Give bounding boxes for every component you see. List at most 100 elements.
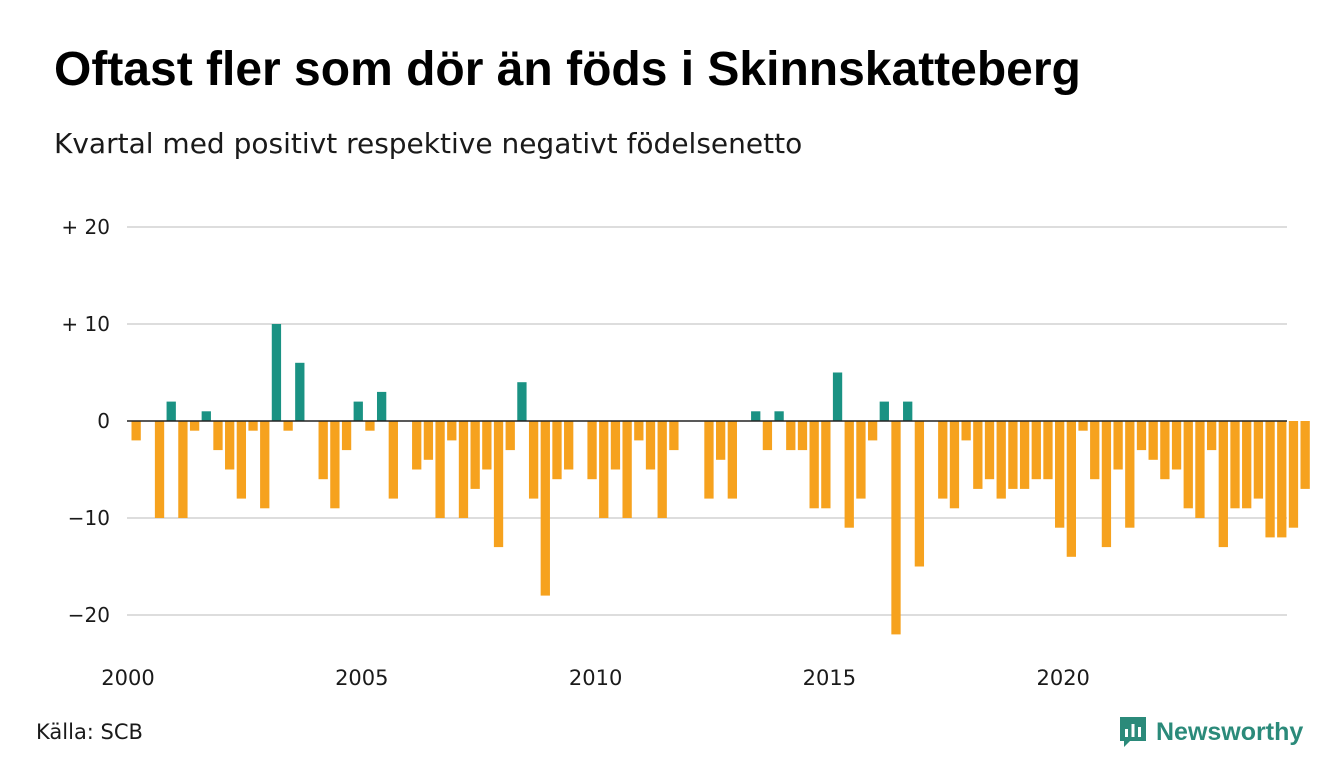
- chart-subtitle: Kvartal med positivt respektive negativt…: [54, 127, 803, 160]
- bar-positive: [751, 411, 761, 421]
- gridlines: [127, 226, 1287, 616]
- bar-negative: [225, 421, 235, 470]
- bar-negative: [1043, 421, 1053, 480]
- bar-negative: [914, 421, 925, 567]
- bar-negative: [891, 421, 901, 635]
- bar-negative: [704, 421, 714, 499]
- bar-negative: [482, 421, 492, 470]
- bar-negative: [248, 421, 258, 431]
- bar-negative: [1113, 421, 1123, 470]
- bar-negative: [1288, 421, 1299, 528]
- bar-negative: [423, 421, 434, 460]
- x-tick-label: 2010: [569, 666, 622, 690]
- bar-negative: [1066, 421, 1076, 557]
- bar-positive: [376, 391, 387, 421]
- bar-negative: [645, 421, 656, 470]
- bar-negative: [1171, 421, 1182, 470]
- bar-negative: [599, 421, 609, 518]
- bar-negative: [412, 421, 422, 470]
- bar-negative: [1031, 421, 1041, 480]
- bar-negative: [1300, 421, 1310, 489]
- bar-negative: [154, 421, 165, 518]
- y-tick-label: 0: [97, 409, 110, 433]
- bar-negative: [1008, 421, 1018, 489]
- bar-negative: [938, 421, 948, 499]
- bar-positive: [271, 324, 282, 421]
- x-tick-label: 2005: [335, 666, 388, 690]
- bar-negative: [669, 421, 679, 451]
- bar-negative: [961, 421, 971, 441]
- bar-negative: [1277, 421, 1287, 538]
- bar-positive: [201, 411, 211, 421]
- bar-negative: [867, 421, 878, 441]
- bar-negative: [341, 421, 352, 451]
- bars: [131, 324, 1310, 635]
- source-label: Källa: SCB: [36, 720, 143, 744]
- bar-positive: [353, 401, 363, 421]
- bar-negative: [131, 421, 141, 441]
- bar-negative: [1055, 421, 1065, 528]
- bar-negative: [1218, 421, 1228, 548]
- bar-negative: [856, 421, 866, 499]
- bar-negative: [318, 421, 328, 480]
- bar-negative: [1148, 421, 1158, 460]
- newsworthy-logo-text: Newsworthy: [1156, 717, 1304, 746]
- bar-negative: [1195, 421, 1205, 518]
- bar-negative: [458, 421, 469, 518]
- bar-negative: [809, 421, 819, 509]
- bar-negative: [1206, 421, 1217, 451]
- y-tick-label: + 20: [61, 215, 110, 239]
- bar-negative: [505, 421, 515, 451]
- bar-positive: [166, 401, 176, 421]
- bar-negative: [1253, 421, 1264, 499]
- bar-negative: [657, 421, 667, 518]
- chart-title: Oftast fler som dör än föds i Skinnskatt…: [54, 43, 1081, 96]
- bar-negative: [587, 421, 597, 480]
- bar-negative: [1136, 421, 1147, 451]
- bar-negative: [949, 421, 960, 509]
- bar-negative: [1242, 421, 1252, 509]
- axes: + 20 + 10 0 −10 −20 2000 2005 2010 2015 2020: [61, 215, 1287, 690]
- bar-positive: [832, 372, 843, 421]
- bar-positive: [903, 401, 913, 421]
- x-tick-label: 2000: [101, 666, 154, 690]
- bar-negative: [236, 421, 247, 499]
- bar-positive: [517, 382, 527, 421]
- bar-negative: [984, 421, 995, 480]
- bar-negative: [330, 421, 340, 509]
- bar-negative: [178, 421, 188, 518]
- x-tick-label: 2020: [1036, 666, 1089, 690]
- bar-negative: [435, 421, 445, 518]
- bar-negative: [1019, 421, 1030, 489]
- bar-negative: [1230, 421, 1240, 509]
- bar-negative: [1265, 421, 1275, 538]
- bar-negative: [1090, 421, 1100, 480]
- bar-positive: [295, 362, 305, 421]
- bar-negative: [786, 421, 796, 451]
- bar-negative: [388, 421, 398, 499]
- bar-negative: [365, 421, 375, 431]
- bar-negative: [727, 421, 737, 499]
- x-tick-label: 2015: [803, 666, 856, 690]
- bar-negative: [762, 421, 773, 451]
- bar-negative: [260, 421, 270, 509]
- bar-negative: [1101, 421, 1112, 548]
- y-tick-label: −20: [68, 603, 110, 627]
- bar-positive: [879, 401, 889, 421]
- bar-negative: [1183, 421, 1193, 509]
- bar-negative: [189, 421, 200, 431]
- y-tick-label: + 10: [61, 312, 110, 336]
- newsworthy-logo: Newsworthy: [1118, 712, 1303, 752]
- bar-negative: [447, 421, 457, 441]
- bar-negative: [528, 421, 539, 499]
- bar-negative: [716, 421, 726, 460]
- bar-negative: [973, 421, 983, 489]
- bar-positive: [774, 411, 784, 421]
- bar-negative: [564, 421, 574, 470]
- bar-negative: [634, 421, 644, 441]
- bar-negative: [821, 421, 831, 509]
- bar-negative: [844, 421, 854, 528]
- bar-negative: [213, 421, 223, 451]
- bar-negative: [996, 421, 1006, 499]
- bar-negative: [540, 421, 550, 596]
